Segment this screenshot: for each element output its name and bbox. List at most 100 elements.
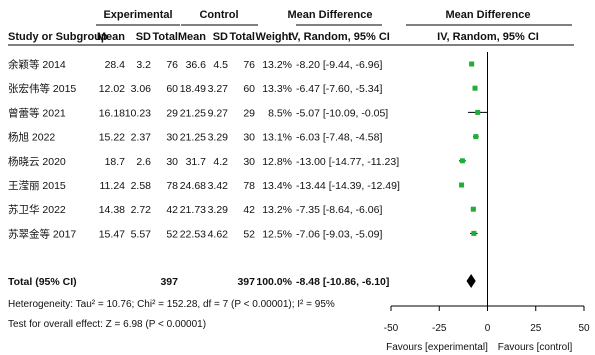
- total-e: 397: [160, 276, 178, 288]
- cell-ci: -6.03 [-7.48, -4.58]: [296, 132, 382, 144]
- cell-total-c: 78: [243, 180, 255, 192]
- study-name: 王滢丽 2015: [8, 180, 66, 192]
- cell-mean-e: 18.7: [105, 156, 126, 168]
- header-mean-difference-plot: Mean Difference: [446, 9, 531, 21]
- study-rows: 余颖等 2014 28.4 3.2 76 36.6 4.5 76 13.2% -8.20 [-9…: [8, 58, 400, 240]
- cell-mean-e: 28.4: [105, 59, 126, 71]
- header-group-control: Control: [199, 9, 238, 21]
- total-c: 397: [237, 276, 255, 288]
- x-tick-label: 0: [485, 323, 491, 334]
- favours-left-label: Favours [experimental]: [386, 342, 488, 353]
- effect-marker: [475, 109, 481, 115]
- cell-weight: 13.3%: [262, 83, 292, 95]
- cell-weight: 13.4%: [262, 180, 292, 192]
- heterogeneity-text: Heterogeneity: Tau² = 10.76; Chi² = 152.…: [8, 299, 335, 310]
- study-name: 苏卫华 2022: [8, 203, 66, 216]
- cell-mean-c: 22.53: [180, 228, 206, 240]
- cell-total-c: 42: [243, 204, 255, 216]
- cell-mean-e: 14.38: [99, 204, 125, 216]
- cell-weight: 12.8%: [262, 156, 292, 168]
- header-plot-method: IV, Random, 95% CI: [437, 31, 539, 43]
- cell-sd-e: 3.2: [136, 59, 151, 71]
- cell-total-e: 60: [166, 83, 178, 95]
- effect-marker: [471, 230, 477, 236]
- cell-mean-c: 21.73: [180, 204, 206, 216]
- study-name: 张宏伟等 2015: [8, 82, 76, 95]
- cell-total-e: 30: [166, 156, 178, 168]
- header-mean-c: Mean: [178, 31, 206, 43]
- cell-total-c: 29: [243, 107, 255, 119]
- cell-sd-c: 3.29: [208, 204, 229, 216]
- cell-ci: -7.06 [-9.03, -5.09]: [296, 228, 382, 240]
- cell-total-e: 29: [166, 107, 178, 119]
- cell-sd-c: 4.2: [213, 156, 228, 168]
- cell-mean-c: 21.25: [180, 132, 206, 144]
- cell-ci: -8.20 [-9.44, -6.96]: [296, 59, 382, 71]
- effect-marker: [470, 206, 476, 212]
- header-sd-c: SD: [213, 31, 228, 43]
- header-mean-e: Mean: [97, 31, 125, 43]
- effect-marker: [459, 182, 465, 188]
- effect-marker: [473, 134, 479, 140]
- header-study: Study or Subgroup: [8, 31, 108, 43]
- cell-total-e: 42: [166, 204, 178, 216]
- total-label: Total (95% CI): [8, 276, 77, 288]
- cell-mean-e: 11.24: [100, 180, 126, 192]
- cell-sd-c: 3.27: [208, 83, 229, 95]
- cell-weight: 8.5%: [268, 107, 292, 119]
- effect-marker: [472, 85, 478, 91]
- header-total-e: Total: [153, 31, 178, 43]
- cell-ci: -7.35 [-8.64, -6.06]: [296, 204, 382, 216]
- effect-marker: [459, 158, 465, 164]
- x-tick-label: 25: [530, 323, 542, 334]
- x-axis-ticks: -50 -25 0 25 50: [384, 306, 590, 334]
- cell-mean-c: 31.7: [186, 156, 207, 168]
- cell-ci: -13.44 [-14.39, -12.49]: [296, 180, 400, 192]
- cell-sd-e: 2.72: [131, 204, 152, 216]
- cell-mean-e: 15.22: [99, 132, 125, 144]
- cell-ci: -6.47 [-7.60, -5.34]: [296, 83, 382, 95]
- cell-mean-e: 15.47: [99, 228, 125, 240]
- cell-weight: 12.5%: [262, 228, 292, 240]
- study-name: 苏翠金等 2017: [8, 227, 76, 240]
- favours-right-label: Favours [control]: [498, 342, 573, 353]
- header-sd-e: SD: [136, 31, 151, 43]
- cell-weight: 13.2%: [262, 204, 292, 216]
- header-mean-difference-col: Mean Difference: [288, 9, 373, 21]
- cell-total-e: 30: [166, 132, 178, 144]
- cell-mean-c: 24.68: [180, 180, 206, 192]
- cell-sd-e: 5.57: [131, 228, 152, 240]
- study-name: 余颖等 2014: [8, 58, 66, 71]
- cell-weight: 13.2%: [262, 59, 292, 71]
- cell-total-c: 52: [243, 228, 255, 240]
- study-name: 杨晓云 2020: [8, 155, 66, 168]
- cell-sd-e: 2.6: [136, 156, 151, 168]
- cell-total-c: 30: [243, 132, 255, 144]
- cell-mean-c: 36.6: [186, 59, 207, 71]
- cell-weight: 13.1%: [262, 132, 292, 144]
- cell-sd-e: 3.06: [131, 83, 152, 95]
- cell-total-e: 78: [166, 180, 178, 192]
- study-name: 曾蕾等 2021: [8, 106, 66, 119]
- cell-total-e: 52: [166, 228, 178, 240]
- cell-ci: -13.00 [-14.77, -11.23]: [296, 156, 399, 168]
- cell-sd-c: 4.62: [208, 228, 229, 240]
- cell-ci: -5.07 [-10.09, -0.05]: [296, 107, 388, 119]
- effect-marker: [469, 61, 475, 67]
- cell-mean-e: 12.02: [99, 83, 125, 95]
- header-weight: Weight: [256, 31, 293, 43]
- x-tick-label: -50: [384, 323, 399, 334]
- cell-total-c: 30: [243, 156, 255, 168]
- cell-mean-e: 16.18: [99, 107, 125, 119]
- cell-total-c: 76: [243, 59, 255, 71]
- overall-effect-text: Test for overall effect: Z = 6.98 (P < 0…: [8, 319, 206, 330]
- cell-sd-c: 9.27: [208, 107, 229, 119]
- total-ci: -8.48 [-10.86, -6.10]: [296, 276, 389, 288]
- total-weight: 100.0%: [256, 276, 292, 288]
- cell-total-c: 60: [243, 83, 255, 95]
- x-tick-label: 50: [578, 323, 590, 334]
- header-md-method: IV, Random, 95% CI: [288, 31, 390, 43]
- x-tick-label: -25: [432, 323, 447, 334]
- cell-sd-e: 2.37: [131, 132, 152, 144]
